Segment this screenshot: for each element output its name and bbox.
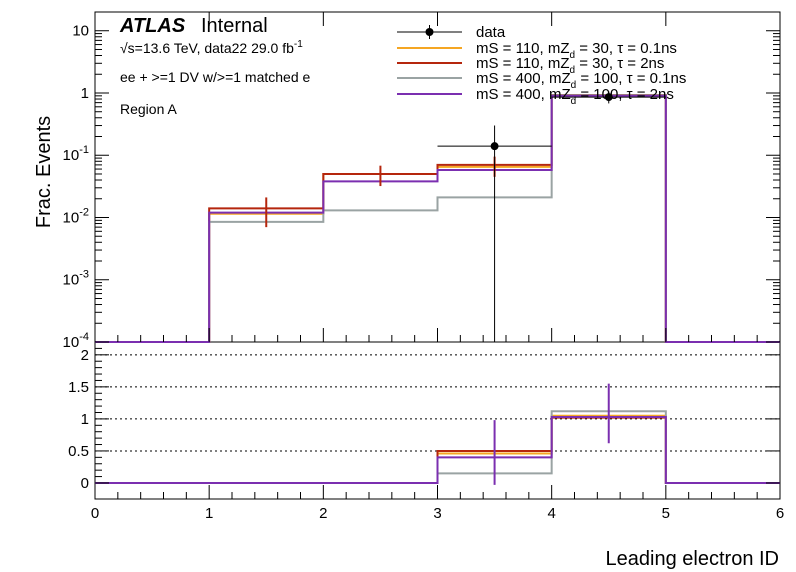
legend-label-1: mS = 110, mZd = 30, τ = 2ns: [476, 55, 664, 76]
atlas-status: Internal: [201, 15, 268, 37]
xtick-label-0: 0: [91, 505, 99, 522]
energy-label: √s=13.6 TeV, data22 29.0 fb-1: [120, 39, 303, 56]
ratio-error-bars: [493, 383, 610, 485]
x-axis-title: Leading electron ID: [606, 548, 779, 570]
main-y-ticks: 10-4 10-3 10-2 10-1 1 10: [63, 23, 780, 351]
main-ytick-label-1: 10-3: [63, 269, 89, 289]
data-points: [437, 91, 666, 342]
legend-data-label: data: [476, 24, 506, 41]
data-point-1: [604, 93, 613, 102]
ratio-ytick-label-2: 1: [81, 411, 89, 428]
y-axis-title: Frac. Events: [33, 116, 55, 228]
ratio-histograms: [95, 410, 780, 484]
legend-label-0: mS = 110, mZd = 30, τ = 0.1ns: [476, 40, 677, 61]
main-ytick-label-4: 1: [81, 85, 89, 102]
ratio-ytick-label-4: 2: [81, 347, 89, 364]
data-point-0: [490, 142, 499, 151]
main-hist-series-2: [95, 94, 780, 343]
main-hist-series-0: [95, 94, 780, 343]
xtick-label-2: 2: [319, 505, 327, 522]
ratio-ytick-label-3: 1.5: [68, 379, 89, 396]
selection-label: ee + >=1 DV w/>=1 matched e: [120, 69, 311, 85]
ratio-y-ticks: 0 0.5 1 1.5 2: [68, 341, 780, 492]
main-ytick-label-5: 10: [72, 23, 89, 40]
xtick-label-3: 3: [433, 505, 441, 522]
x-ticks: 0 1 2 3 4 5 6: [91, 12, 784, 522]
legend-label-3: mS = 400, mZd = 100, τ = 2ns: [476, 86, 674, 107]
legend-label-2: mS = 400, mZd = 100, τ = 0.1ns: [476, 70, 686, 91]
xtick-label-1: 1: [205, 505, 213, 522]
legend-data-marker: [425, 28, 434, 36]
main-hist-series-3: [95, 94, 780, 343]
xtick-label-4: 4: [547, 505, 555, 522]
main-hist-series-1: [95, 93, 780, 343]
ratio-ytick-label-0: 0: [81, 475, 89, 492]
main-ytick-label-3: 10-1: [63, 144, 89, 164]
ratio-grid: [95, 354, 780, 452]
atlas-label: ATLAS: [119, 15, 186, 37]
region-label: Region A: [120, 101, 177, 117]
main-ytick-label-0: 10-4: [63, 331, 89, 351]
main-ytick-label-2: 10-2: [63, 206, 89, 226]
main-histograms: [95, 93, 780, 343]
ratio-ytick-label-1: 0.5: [68, 443, 89, 460]
xtick-label-5: 5: [662, 505, 670, 522]
xtick-label-6: 6: [776, 505, 784, 522]
